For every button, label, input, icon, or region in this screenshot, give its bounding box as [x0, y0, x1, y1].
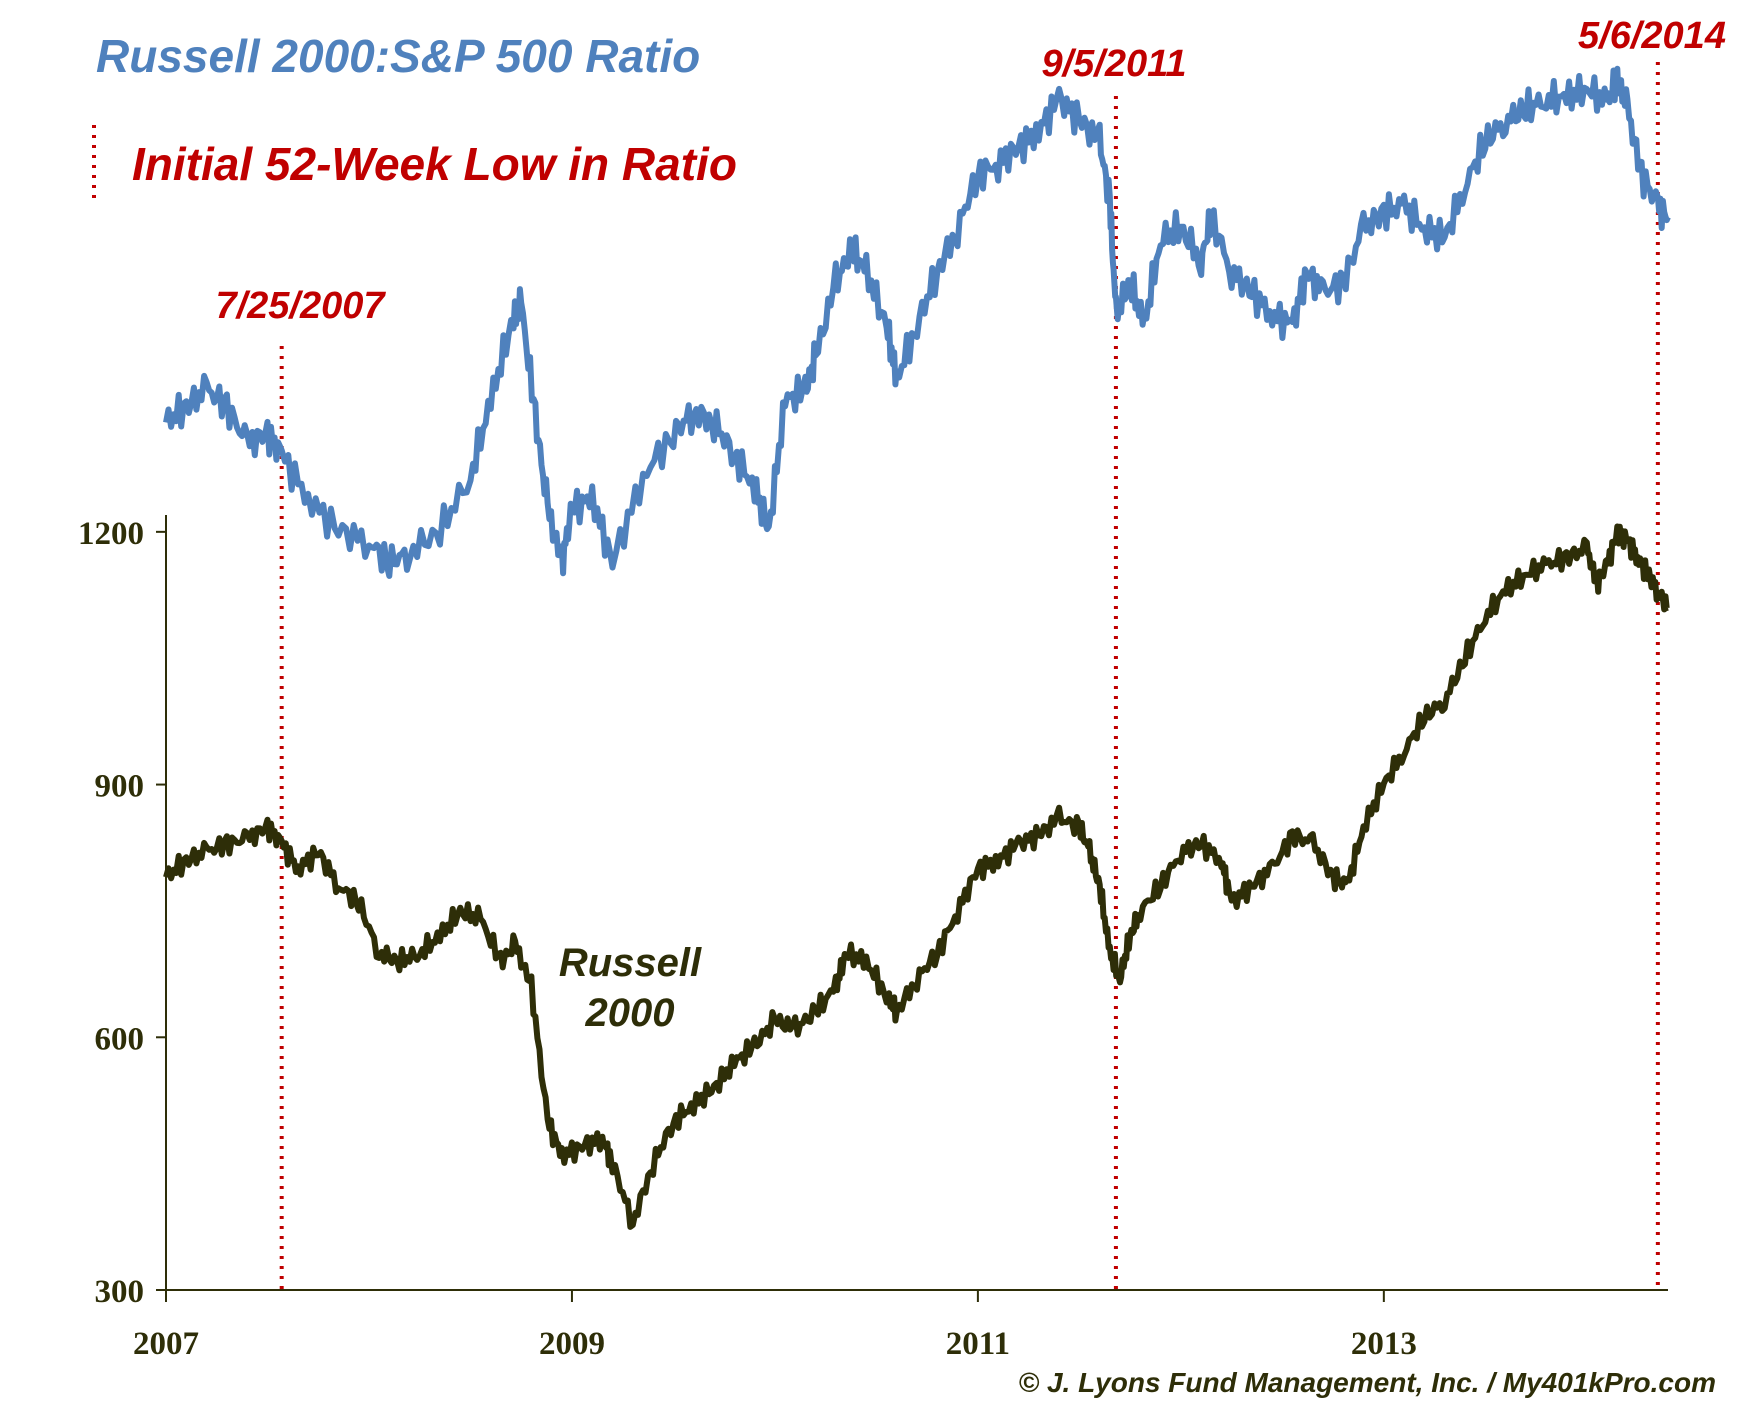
x-tick-label: 2009	[539, 1326, 605, 1362]
chart-title: Russell 2000:S&P 500 Ratio	[96, 30, 700, 82]
annotation-label-2011: 9/5/2011	[1041, 43, 1186, 85]
y-tick-label: 1200	[78, 516, 144, 552]
axes: 300 600 900 1200 2007 2009 2011 2013	[78, 515, 1668, 1362]
x-tick-label: 2011	[946, 1326, 1010, 1362]
series-lines	[163, 65, 1671, 1230]
ratio-series-line	[163, 65, 1671, 579]
y-tick-label: 900	[95, 769, 145, 805]
legend-label: Initial 52-Week Low in Ratio	[132, 138, 737, 190]
copyright-text: © J. Lyons Fund Management, Inc. / My401…	[1019, 1367, 1716, 1398]
y-tick-label: 300	[95, 1274, 145, 1310]
x-tick-label: 2007	[133, 1326, 199, 1362]
x-tick-label: 2013	[1351, 1326, 1417, 1362]
annotation-label-2014: 5/6/2014	[1578, 15, 1726, 57]
russell-series-line	[163, 523, 1670, 1230]
russell-label-line2: 2000	[585, 991, 675, 1035]
annotation-label-2007: 7/25/2007	[215, 285, 386, 327]
y-tick-label: 600	[95, 1021, 145, 1057]
annotation-lines	[279, 62, 1660, 1290]
russell-label-line1: Russell	[559, 941, 702, 985]
